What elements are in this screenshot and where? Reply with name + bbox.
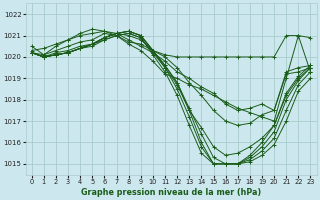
- X-axis label: Graphe pression niveau de la mer (hPa): Graphe pression niveau de la mer (hPa): [81, 188, 261, 197]
